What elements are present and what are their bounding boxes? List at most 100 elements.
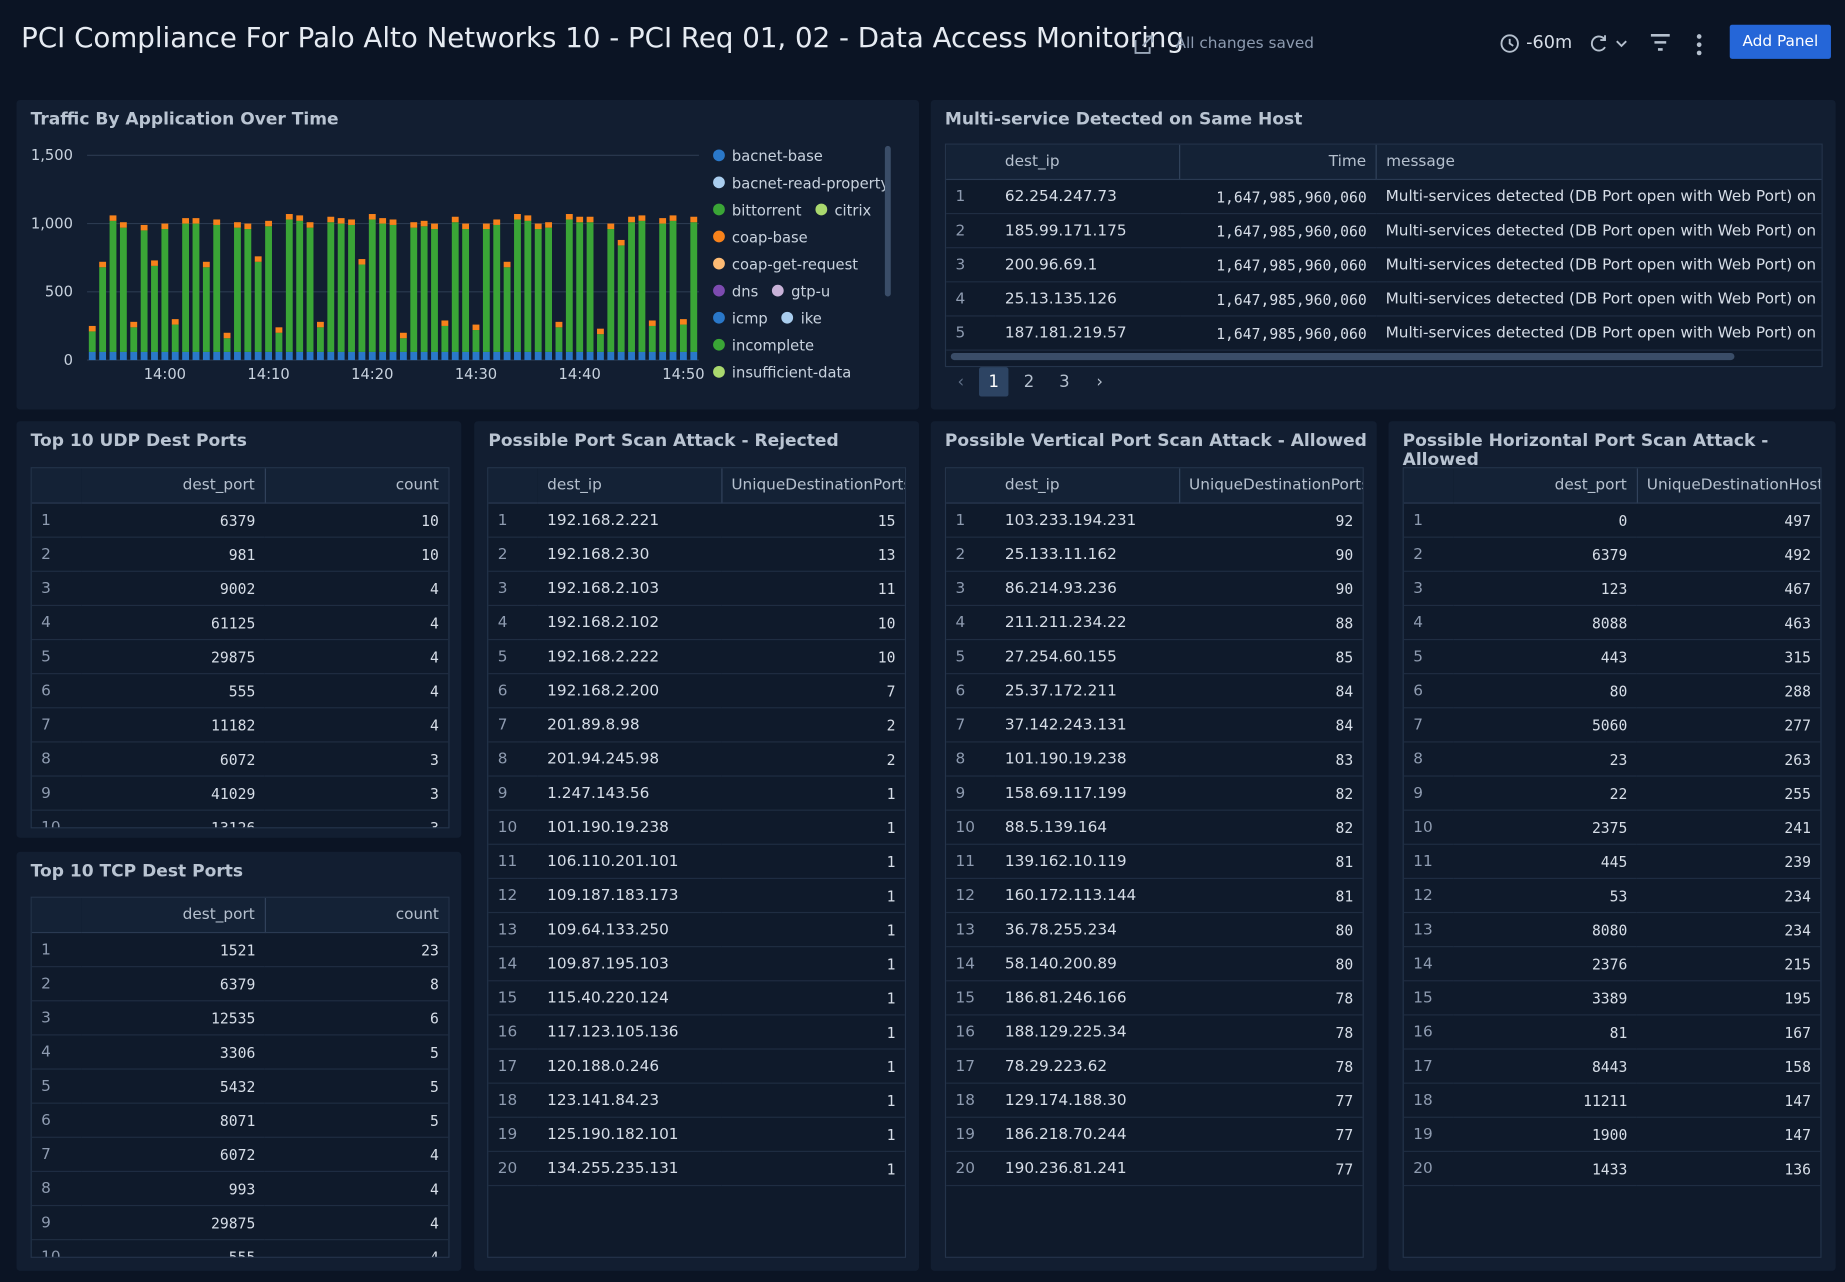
header-row: dest_ip UniqueDestinationPorts [946, 468, 1363, 504]
header-cell: dest_ip [995, 468, 1180, 504]
bar-segment [617, 351, 625, 361]
table-row: 15 3389 195 [1403, 980, 1821, 1016]
table-cell: 4 [946, 605, 996, 641]
table-cell: 15 [1403, 980, 1454, 1016]
table-cell: 14 [946, 946, 996, 982]
table-cell: 11 [488, 844, 538, 879]
panel-title: Possible Port Scan Attack - Rejected [488, 431, 839, 451]
table-cell: 10 [721, 605, 905, 641]
table-row: 2 185.99.171.175 1,647,985,960,060 Multi-se… [946, 213, 1822, 249]
table-cell: 123.141.84.23 [537, 1083, 722, 1118]
legend-item: coap-base [713, 227, 808, 246]
table-row: 20 134.255.235.131 1 [488, 1151, 905, 1187]
table-row: 13 36.78.255.234 80 [946, 912, 1363, 948]
legend-item: icmp [713, 308, 768, 327]
page-number[interactable]: 3 [1059, 372, 1070, 392]
bar-segment [648, 325, 656, 352]
table-cell: 22 [1453, 776, 1637, 811]
table-cell: 4 [1403, 605, 1454, 641]
x-tick-label: 14:00 [144, 366, 186, 383]
table-cell: 80 [1179, 946, 1363, 982]
table-cell: 5 [264, 1103, 449, 1138]
share-icon[interactable] [1132, 33, 1156, 57]
table-cell: 7 [488, 707, 538, 743]
time-range[interactable]: -60m [1526, 31, 1573, 53]
table-cell: 2 [721, 741, 905, 777]
table-cell: 10 [488, 810, 538, 845]
table-cell: 443 [1453, 639, 1637, 675]
legend-label: insufficient-data [731, 363, 852, 381]
scrollbar [884, 145, 891, 297]
table-cell: 78 [1179, 1014, 1363, 1050]
table-cell: 25.37.172.211 [995, 673, 1180, 709]
page-number[interactable]: 1 [979, 367, 1009, 397]
bar-segment [524, 220, 532, 352]
bar-segment [223, 351, 231, 361]
table-cell: 192.168.2.200 [537, 673, 722, 709]
table-cell: 3389 [1453, 980, 1637, 1016]
page-number[interactable]: 2 [1023, 372, 1035, 392]
table-cell: 12535 [81, 1000, 265, 1036]
table-row: 5 192.168.2.222 10 [488, 639, 905, 675]
table-cell: 19 [946, 1117, 996, 1152]
bar-segment [202, 267, 210, 352]
table-row: 13 109.64.133.250 1 [488, 912, 905, 948]
table-cell: 58.140.200.89 [995, 946, 1180, 982]
table-cell: 5060 [1453, 707, 1637, 743]
table-cell: 3 [264, 741, 449, 777]
bar-segment [213, 351, 221, 361]
bar-segment [265, 351, 272, 361]
more-icon[interactable] [1692, 33, 1706, 57]
table-cell: 211.211.234.22 [995, 605, 1180, 641]
table-cell: 4 [264, 673, 449, 709]
bar-segment [399, 351, 407, 361]
table: dest_ipTimemessageS162.254.247.731,647,9… [944, 143, 1823, 368]
add-panel-button[interactable]: Add Panel [1729, 24, 1831, 59]
header-row: dest_port count [31, 897, 449, 934]
table-cell: 84 [1179, 707, 1363, 743]
table-row: 6 25.37.172.211 84 [946, 673, 1363, 709]
clock-icon[interactable] [1499, 33, 1520, 54]
table-cell: 1,647,985,960,060 [1179, 213, 1377, 249]
bar-segment [514, 214, 521, 220]
bar-segment [679, 324, 687, 352]
table-cell: 190.236.81.241 [995, 1151, 1180, 1187]
table-cell: 8 [946, 741, 996, 777]
table-cell: 3306 [81, 1034, 265, 1070]
table-cell: 81 [1453, 1014, 1637, 1050]
bar-segment [524, 215, 532, 221]
bar-segment [327, 216, 335, 223]
panel-title: Possible Vertical Port Scan Attack - All… [944, 431, 1367, 451]
refresh-icon[interactable] [1587, 32, 1634, 56]
bar-segment [482, 229, 490, 352]
table-cell: 82 [1179, 810, 1363, 845]
table-row: 19 125.190.182.101 1 [488, 1117, 905, 1152]
bar-segment [389, 224, 397, 352]
table-cell: 5432 [81, 1069, 265, 1104]
legend-label: incomplete [731, 335, 815, 354]
bar-segment [306, 227, 314, 352]
table-cell: 192.168.2.103 [537, 571, 722, 607]
bar-segment [130, 351, 138, 361]
table-row: 9 1.247.143.56 1 [488, 776, 905, 811]
table-cell: 1 [721, 776, 905, 811]
bar-segment [565, 351, 573, 361]
table-cell: 4 [31, 1034, 82, 1070]
table-cell: 53 [1453, 878, 1637, 914]
bar-segment [99, 261, 107, 268]
panel-title: Possible Horizontal Port Scan Attack - A… [1402, 431, 1769, 470]
table-cell: 492 [1636, 537, 1821, 572]
filter-icon[interactable] [1649, 33, 1673, 54]
bar-segment [545, 222, 553, 228]
bar-segment [503, 351, 511, 361]
bar-segment [441, 325, 449, 352]
table-row: 7 37.142.243.131 84 [946, 707, 1363, 743]
bar-segment [576, 216, 584, 223]
table-cell: 6072 [81, 741, 265, 777]
legend-label: bacnet-read-property [731, 173, 890, 192]
table-cell: 12 [946, 878, 996, 914]
table-cell: 6379 [81, 966, 265, 1002]
bar-segment [441, 351, 449, 361]
table-row: 9 29875 4 [31, 1205, 449, 1241]
table-grid: dest_port count 1 1521 23 2 6379 8 3 12535 6 4 3306 5… [31, 897, 449, 1257]
